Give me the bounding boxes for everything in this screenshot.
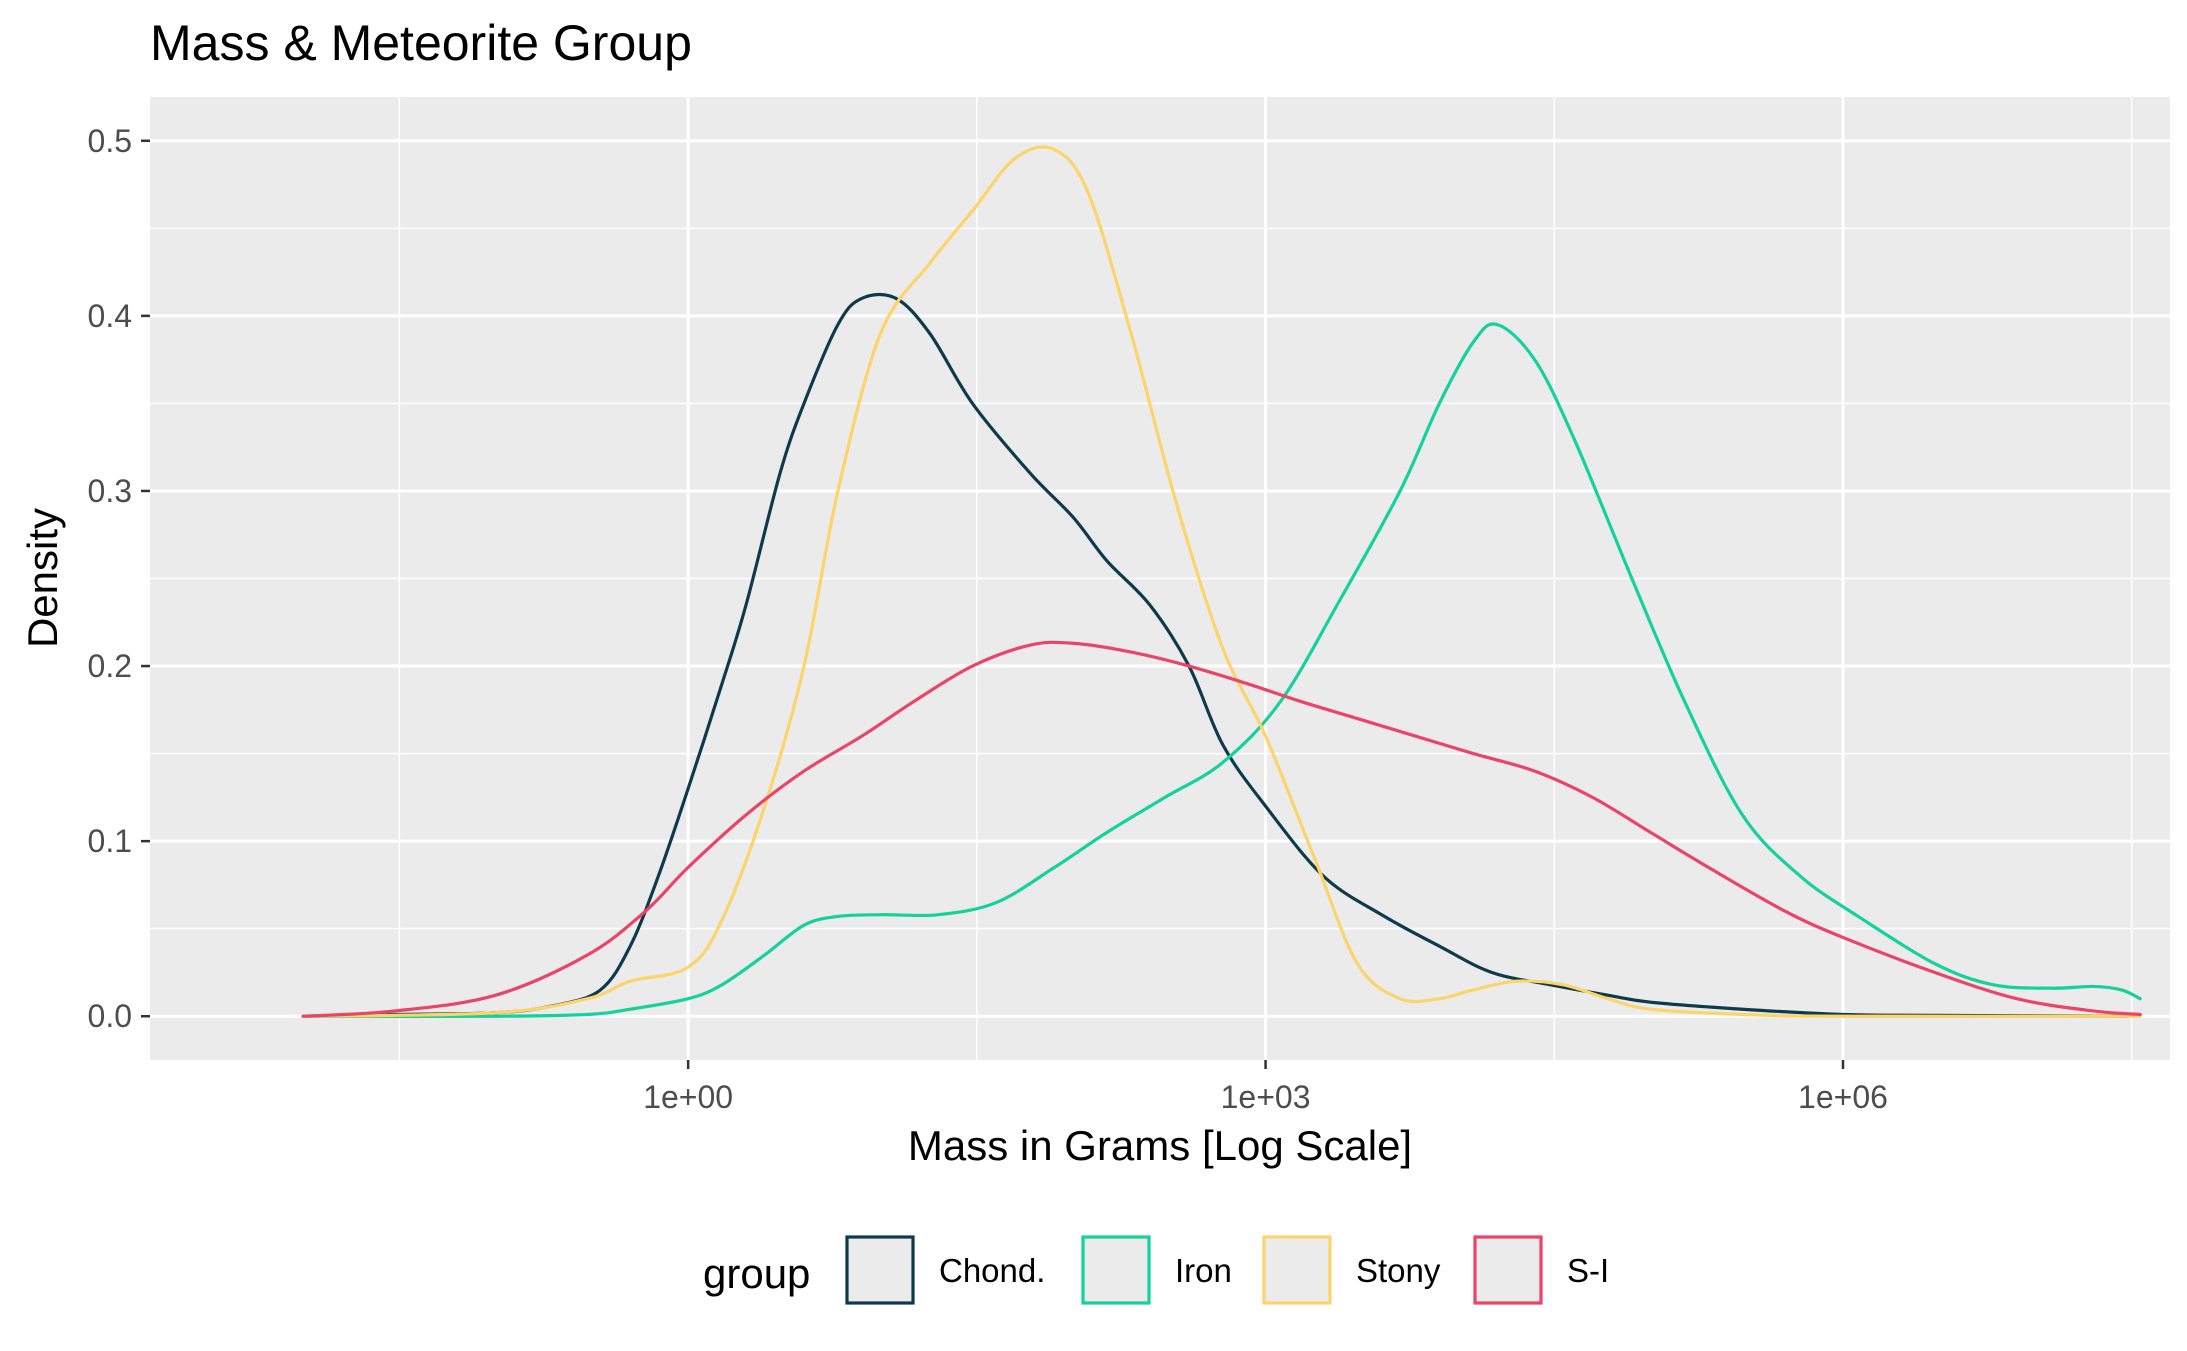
series-line-s-i — [301, 640, 2142, 1018]
legend: group Chond. Iron Stony S-I — [703, 1235, 1609, 1305]
legend-label-iron: Iron — [1175, 1252, 1232, 1289]
chart-title: Mass & Meteorite Group — [150, 15, 692, 71]
y-tick-label: 0.1 — [88, 823, 132, 859]
grid-minor — [150, 97, 2170, 1060]
legend-key-s-i — [1473, 1235, 1543, 1305]
x-tick-label: 1e+03 — [1221, 1079, 1311, 1115]
x-tick-label: 1e+00 — [643, 1079, 733, 1115]
y-axis: 0.0 0.1 0.2 0.3 0.4 0.5 — [88, 123, 150, 1034]
y-tick-label: 0.0 — [88, 998, 132, 1034]
y-tick-label: 0.2 — [88, 648, 132, 684]
legend-key-iron — [1081, 1235, 1151, 1305]
series-line-iron — [301, 322, 2142, 1018]
y-axis-title: Density — [19, 508, 66, 648]
legend-key-chond — [845, 1235, 915, 1305]
series-line-stony — [301, 145, 2142, 1018]
x-axis-title: Mass in Grams [Log Scale] — [908, 1122, 1412, 1169]
legend-label-stony: Stony — [1356, 1252, 1441, 1289]
y-tick-label: 0.3 — [88, 473, 132, 509]
legend-key-stony — [1262, 1235, 1332, 1305]
y-tick-label: 0.4 — [88, 298, 132, 334]
x-tick-label: 1e+06 — [1798, 1079, 1888, 1115]
legend-title: group — [703, 1250, 810, 1297]
series-line-chond — [301, 292, 2129, 1018]
legend-label-s-i: S-I — [1567, 1252, 1609, 1289]
series-lines — [301, 145, 2142, 1018]
legend-label-chond: Chond. — [939, 1252, 1045, 1289]
y-tick-label: 0.5 — [88, 123, 132, 159]
x-axis: 1e+00 1e+03 1e+06 — [643, 1060, 1888, 1115]
